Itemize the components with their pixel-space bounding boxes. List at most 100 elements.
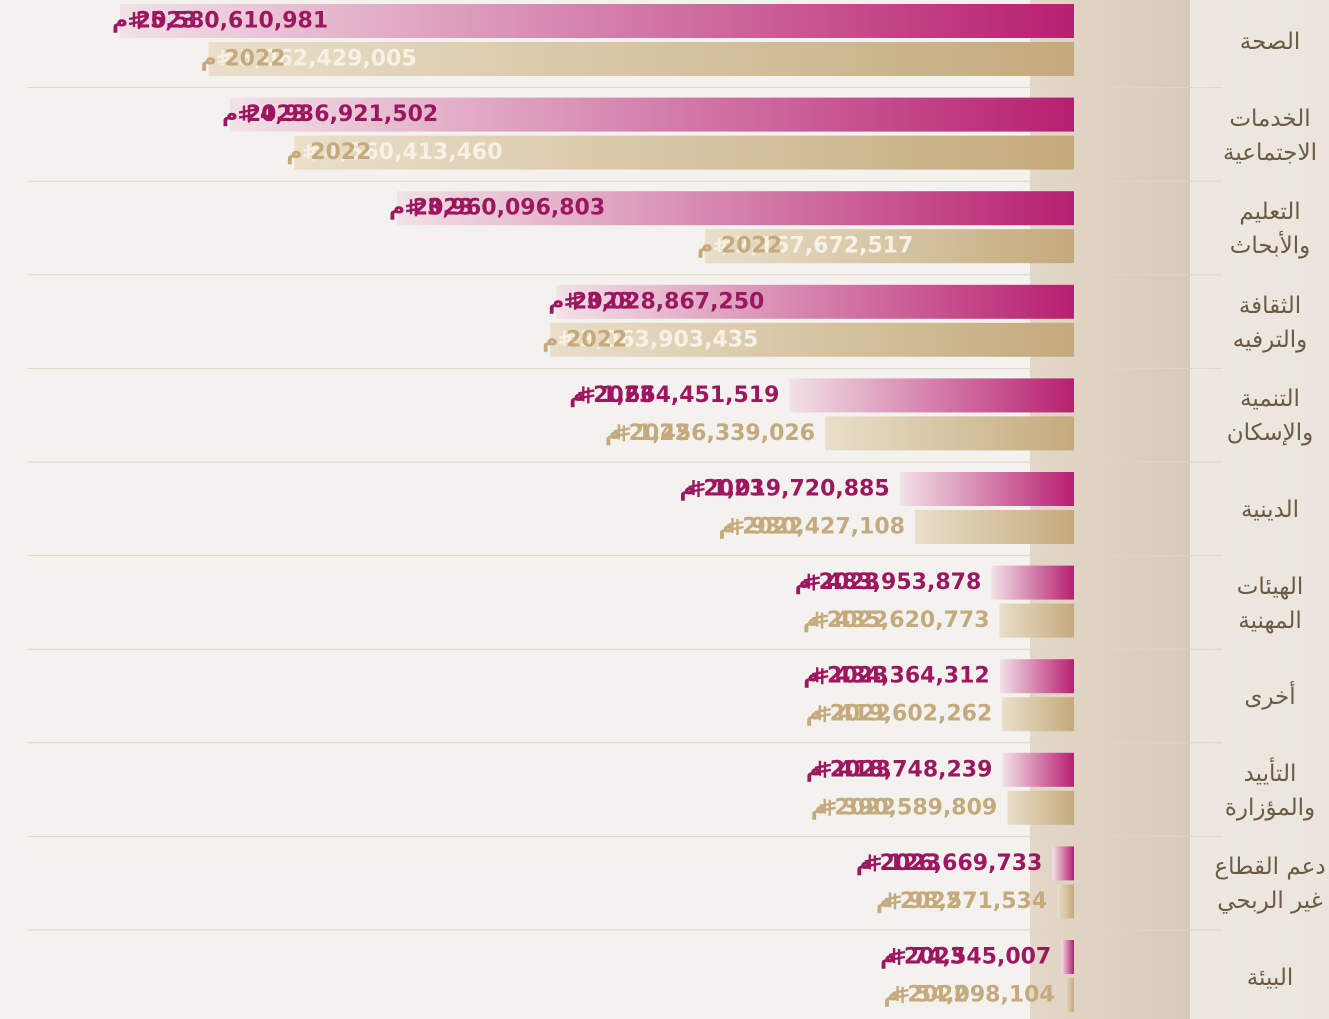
currency-icon [888,948,906,965]
bar [556,284,1074,319]
value-label: 98,571,534 [908,889,1047,914]
currency-icon [814,760,832,778]
bar [1007,790,1074,825]
currency-stroke [812,667,829,685]
currency-stroke [688,480,705,497]
currency-stroke [564,292,582,310]
series-label: 2023 م [222,102,307,127]
currency-stroke [217,50,234,67]
category-label: الدينية [1240,497,1300,523]
currency-icon [864,854,882,872]
currency-stroke [405,199,423,217]
currency-icon [128,12,146,29]
value-label: 4,560,413,460 [324,140,502,165]
bar [991,565,1074,600]
currency-icon [803,573,821,591]
bar [1061,940,1074,974]
value-label: 126,669,733 [888,851,1042,876]
currency-icon [713,237,731,255]
series-label: 2022 م [806,702,891,727]
currency-icon [811,611,829,629]
bar [899,472,1074,506]
bar [705,229,1074,264]
category-label: الخدمات الاجتماعية [1223,105,1317,166]
currency-icon [812,667,829,685]
category-label: أخرى [1244,684,1296,711]
series-label: 2022 م [811,795,896,820]
currency-icon [884,892,902,910]
value-label: 419,602,262 [838,702,992,727]
bar [230,97,1074,132]
value-label: 434,364,312 [835,664,989,689]
currency-stroke [303,143,320,161]
category-label: الهيئات المهنية [1236,573,1304,634]
currency-icon [564,292,582,310]
currency-stroke [819,798,836,816]
currency-stroke [559,330,576,348]
series-label: 2022 م [286,140,371,165]
bar [999,603,1074,638]
series-label: 2023 م [389,196,474,221]
series-label: 2022 م [718,515,803,540]
label-backdrop [1190,0,1329,1019]
currency-stroke [892,986,909,1003]
series-label: 2022 م [876,889,961,914]
bar [397,191,1074,226]
bar [1002,697,1074,732]
category-label: دعم القطاع غير الربحي [1214,854,1326,915]
value-label: 3,960,096,803 [427,196,605,221]
currency-stroke [713,237,731,255]
currency-icon [578,386,595,404]
category-label: الصحة [1239,29,1301,55]
currency-icon [727,518,744,535]
value-label: 5,580,610,981 [150,9,328,34]
currency-icon [405,199,423,217]
series-label: 2022 م [697,234,782,259]
currency-stroke [128,12,146,29]
category-label: الثقافة والترفيه [1232,292,1308,353]
bar [1002,752,1074,787]
currency-stroke [803,573,821,591]
bar [999,659,1074,694]
currency-icon [559,330,576,348]
value-label: 1,019,720,885 [712,477,890,502]
currency-stroke [884,892,902,910]
series-label: 2023 م [569,383,654,408]
currency-icon [217,50,234,67]
currency-stroke [888,948,906,965]
category-label: البيئة [1246,965,1294,991]
bar [208,42,1074,76]
category-label: التعليم والأبحاث [1229,199,1311,260]
series-label: 2022 م [803,608,888,633]
currency-stroke [814,760,832,778]
bar [294,135,1075,170]
currency-stroke [814,705,832,723]
currency-icon [613,424,631,442]
value-label: 930,427,108 [750,515,904,540]
value-label: 54,098,104 [916,983,1055,1008]
bar [789,378,1074,413]
currency-stroke [238,105,256,123]
value-label: 5,062,429,005 [239,47,417,72]
bar [1064,978,1074,1012]
series-label: 2022 م [542,327,627,352]
currency-stroke [613,424,631,442]
currency-icon [814,705,832,723]
value-label: 483,953,878 [827,570,981,595]
currency-icon [303,143,320,161]
value-label: 1,664,451,519 [601,383,779,408]
series-label: 2023 م [795,570,880,595]
currency-icon [819,798,836,816]
bar [120,4,1074,38]
bar [825,416,1074,451]
currency-stroke [578,386,595,404]
series-label: 2023 م [806,757,891,782]
category-label: التنمية والإسكان [1226,386,1314,447]
series-label: 2023 م [680,477,765,502]
value-label: 1,456,339,026 [637,421,815,446]
currency-icon [238,105,256,123]
category-label: التأييد والمؤزارة [1224,760,1316,821]
value-label: 74,545,007 [912,945,1051,970]
